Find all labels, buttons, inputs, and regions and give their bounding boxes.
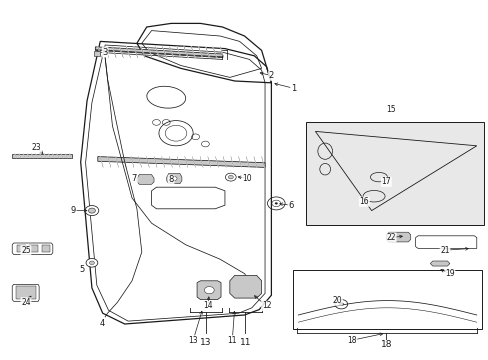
Circle shape bbox=[85, 206, 99, 216]
Text: 9: 9 bbox=[71, 206, 76, 215]
Text: 21: 21 bbox=[439, 246, 449, 255]
Circle shape bbox=[88, 208, 95, 213]
Text: 13: 13 bbox=[200, 338, 211, 347]
Text: 22: 22 bbox=[386, 233, 395, 242]
Text: 5: 5 bbox=[80, 266, 84, 274]
Circle shape bbox=[274, 202, 277, 204]
Polygon shape bbox=[95, 47, 222, 58]
Text: 15: 15 bbox=[386, 105, 395, 114]
Circle shape bbox=[204, 287, 214, 294]
Polygon shape bbox=[17, 245, 26, 252]
Circle shape bbox=[225, 173, 236, 181]
Circle shape bbox=[338, 302, 343, 306]
Polygon shape bbox=[197, 281, 221, 300]
Polygon shape bbox=[12, 243, 53, 255]
Text: 23: 23 bbox=[32, 143, 41, 152]
Text: 1: 1 bbox=[290, 84, 295, 93]
Bar bbox=[293, 270, 481, 329]
Text: 13: 13 bbox=[188, 336, 198, 345]
Text: 18: 18 bbox=[346, 336, 356, 345]
Text: 17: 17 bbox=[381, 177, 390, 186]
Polygon shape bbox=[137, 175, 154, 184]
Polygon shape bbox=[12, 284, 39, 301]
Circle shape bbox=[171, 176, 177, 181]
Polygon shape bbox=[16, 286, 36, 299]
Circle shape bbox=[89, 261, 94, 265]
Text: 20: 20 bbox=[332, 296, 342, 305]
Circle shape bbox=[86, 258, 98, 267]
Text: 3: 3 bbox=[102, 48, 107, 57]
Text: 16: 16 bbox=[359, 197, 368, 206]
Bar bbox=[305, 122, 483, 225]
Text: 6: 6 bbox=[288, 201, 293, 210]
Text: 8: 8 bbox=[168, 175, 173, 184]
Text: 11: 11 bbox=[239, 338, 251, 347]
Polygon shape bbox=[41, 245, 50, 252]
Text: 11: 11 bbox=[227, 336, 237, 345]
Polygon shape bbox=[386, 232, 410, 242]
Bar bbox=[94, 51, 100, 56]
Polygon shape bbox=[98, 157, 264, 167]
Text: 25: 25 bbox=[21, 246, 31, 255]
Text: 18: 18 bbox=[380, 340, 391, 349]
Text: 7: 7 bbox=[132, 174, 137, 183]
Polygon shape bbox=[12, 154, 72, 158]
Polygon shape bbox=[229, 275, 261, 298]
Polygon shape bbox=[29, 245, 38, 252]
Polygon shape bbox=[429, 261, 449, 266]
Circle shape bbox=[228, 175, 233, 179]
Polygon shape bbox=[166, 174, 182, 184]
Text: 14: 14 bbox=[203, 302, 212, 310]
Text: 19: 19 bbox=[444, 269, 454, 278]
Text: 12: 12 bbox=[261, 302, 271, 310]
Text: 4: 4 bbox=[100, 320, 105, 328]
Text: 24: 24 bbox=[21, 298, 31, 307]
Text: 2: 2 bbox=[268, 71, 273, 80]
Text: 10: 10 bbox=[242, 174, 251, 183]
